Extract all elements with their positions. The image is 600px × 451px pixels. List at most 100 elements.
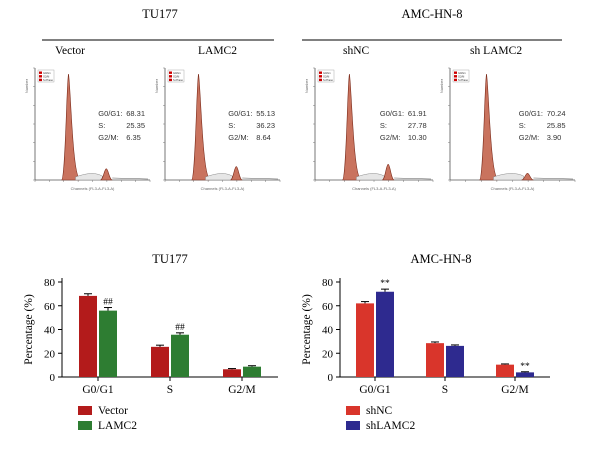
flow-stat-value: 61.91 [408,109,427,118]
flow-legend-label: S-Phase [43,78,54,82]
flow-group-title-tu177: TU177 [142,7,177,21]
y-tick-label: 60 [322,301,334,313]
flow-legend-label: G0/G1 [43,71,51,75]
flow-group-title-amc: AMC-HN-8 [401,7,462,21]
flow-panel-label: Vector [55,45,85,57]
flow-legend-swatch [454,78,457,82]
flow-g0g1-peak [342,73,361,181]
y-tick-label: 0 [328,372,334,384]
flow-stat-value: 6.35 [126,133,141,142]
flow-g2m-peak [100,168,113,181]
flow-legend-swatch [319,71,322,74]
flow-legend-swatch [169,75,172,78]
flow-stat-label: G2/M: [98,133,118,142]
y-tick-label: 0 [50,372,56,384]
flow-y-axis-label: Number [154,78,159,93]
bar-shlamc2 [376,291,394,377]
flow-tail-line [533,177,574,180]
bar-shlamc2 [516,372,534,377]
flow-tail-line [394,177,432,180]
bar-lamc2 [171,334,189,377]
flow-stat-value: 55.13 [256,109,275,118]
significance-mark: ## [175,323,185,333]
y-tick-label: 20 [44,348,56,360]
flow-legend-label: G0/G1 [173,71,181,75]
flow-stat-value: 10.30 [408,133,427,142]
flow-stat-label: S: [519,121,526,130]
flow-y-axis-label: Number [439,78,444,93]
flow-stat-label: G0/G1: [98,109,122,118]
flow-panel-label: LAMC2 [198,45,237,57]
flow-stat-value: 36.23 [256,121,275,130]
flow-stat-label: G0/G1: [519,109,543,118]
flow-legend-label: S-Phase [173,78,184,82]
y-tick-label: 60 [44,301,56,313]
flow-legend-swatch [39,78,42,82]
flow-legend-label: S-Phase [323,78,334,82]
bar-vector [151,346,169,377]
flow-legend-label: S-Phase [458,78,469,82]
chart-title-tu177: TU177 [152,252,187,266]
flow-stat-value: 3.90 [547,133,562,142]
flow-tail-line [112,177,149,180]
x-tick-label: G0/G1 [359,384,391,396]
flow-legend-swatch [319,75,322,78]
flow-stat-label: S: [228,121,235,130]
bar-shlamc2 [446,345,464,377]
legend-label: Vector [98,405,128,417]
x-tick-label: G0/G1 [82,384,114,396]
flow-g2m-peak [521,172,534,181]
x-tick-label: S [442,384,448,396]
bar-shnc [356,303,374,377]
bar-chart-amc-hn-8: 0 20 40 60 80 Percentage (%) G0/G1 ** S G2/M ** shN… [301,277,550,432]
flow-s-phase-area [356,173,385,181]
flow-g2m-peak [382,164,395,181]
flow-s-phase-area [493,173,524,181]
flow-legend-swatch [39,71,42,74]
flow-legend-swatch [454,75,457,78]
y-tick-label: 80 [322,277,334,289]
flow-stat-label: G2/M: [380,133,400,142]
flow-x-axis-label: Channels (FL3-A-FL3-A) [71,186,115,191]
flow-y-axis-label: Number [304,78,309,93]
flow-tail-line [242,177,279,180]
x-tick-label: G2/M [228,384,255,396]
flow-panel-label: shNC [343,45,370,57]
x-tick-label: G2/M [501,384,528,396]
significance-mark: ## [103,298,113,308]
flow-stat-label: G0/G1: [380,109,404,118]
flow-x-axis-label: Channels (FL3-A-FL3-A) [201,186,245,191]
flow-legend-label: G2/M [173,74,179,78]
flow-stat-label: S: [380,121,387,130]
flow-x-axis-label: Channels (FL3-A-FL3-A) [491,186,535,191]
flow-legend-swatch [454,71,457,74]
significance-mark: ** [520,362,530,372]
flow-g0g1-peak [479,73,498,181]
bar-vector [79,295,97,377]
flow-stat-label: G2/M: [228,133,248,142]
flow-stat-value: 25.85 [547,121,566,130]
flow-legend-swatch [169,78,172,82]
x-tick-label: S [167,384,173,396]
flow-legend-swatch [319,78,322,82]
legend-label: shLAMC2 [366,420,415,432]
flow-stat-value: 25.35 [126,121,145,130]
bar-shnc [496,364,514,377]
flow-legend-label: G2/M [43,74,49,78]
legend-swatch [78,421,92,430]
flow-g0g1-peak [191,73,210,181]
flow-panel-3: sh LAMC2 Channels (FL3-A-FL3-A) Number G0/G… [439,45,576,191]
flow-stat-value: 8.64 [256,133,271,142]
legend-swatch [346,406,360,415]
flow-legend-label: G2/M [323,74,329,78]
y-tick-label: 80 [44,277,56,289]
flow-legend-swatch [39,75,42,78]
flow-stat-label: S: [98,121,105,130]
y-axis-label: Percentage (%) [23,294,35,365]
flow-panel-label: sh LAMC2 [470,45,522,57]
chart-title-amc: AMC-HN-8 [410,252,471,266]
legend-swatch [78,406,92,415]
